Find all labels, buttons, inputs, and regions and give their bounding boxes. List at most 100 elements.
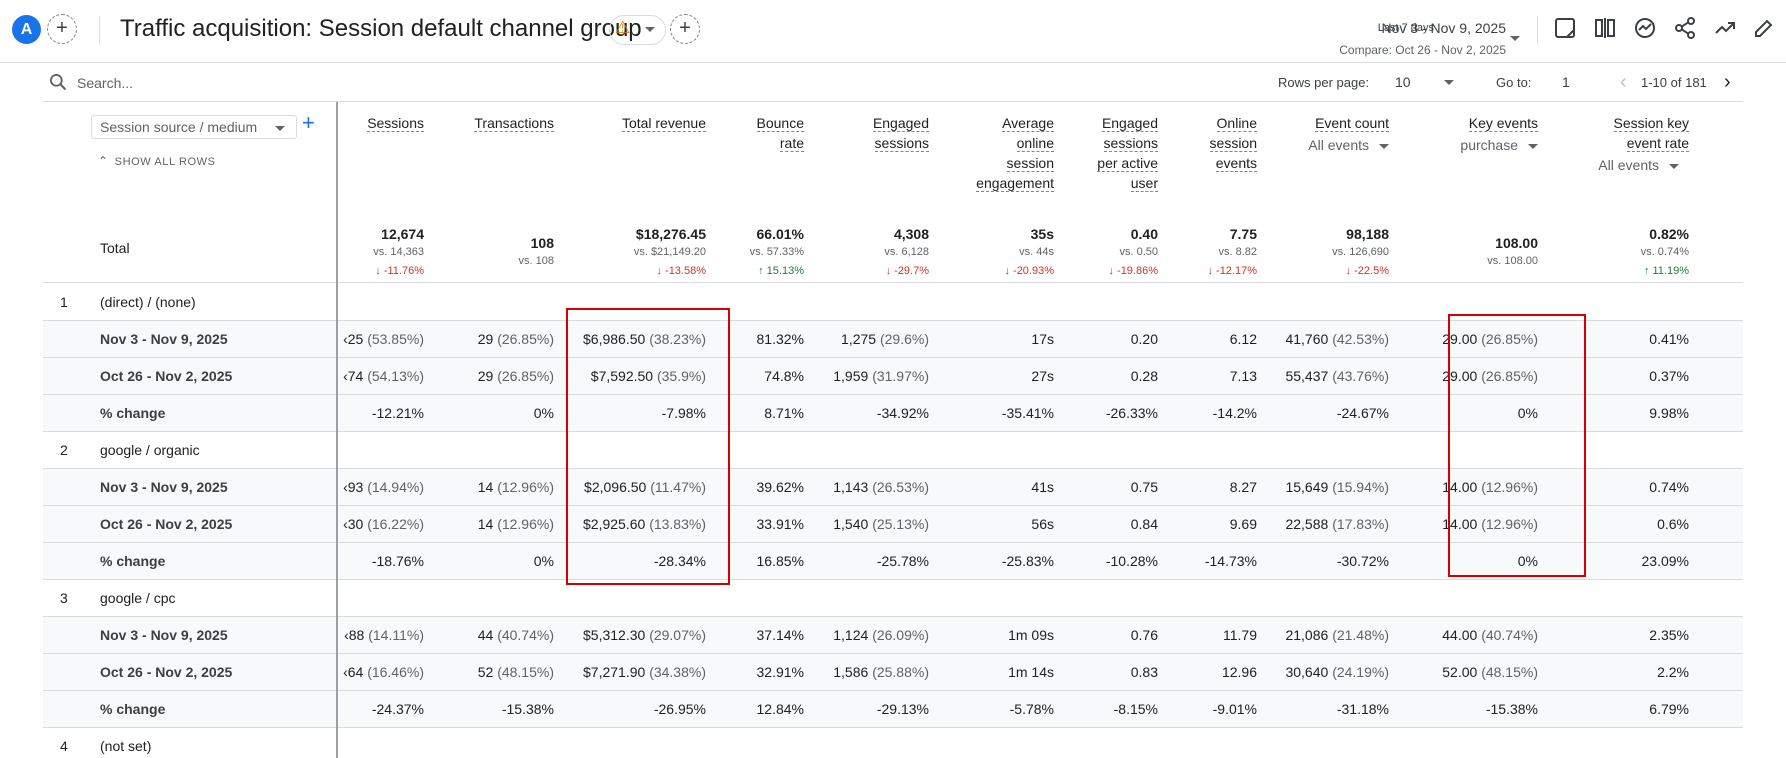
column-header-online-session-events[interactable]: Online session events bbox=[1209, 115, 1257, 172]
chevron-down-icon bbox=[645, 27, 655, 32]
total-cell: 108 vs. 108 bbox=[518, 235, 554, 267]
table-row[interactable]: % change -12.21% 0% -7.98% 8.71% -34.92% -35.4… bbox=[43, 395, 1743, 432]
metric-filter-select[interactable]: purchase bbox=[1408, 135, 1538, 155]
column-header-engaged-sessions[interactable]: Engaged sessions bbox=[872, 115, 929, 152]
chevron-down-icon[interactable] bbox=[1444, 80, 1454, 85]
table-row-group[interactable]: 3 google / cpc bbox=[43, 580, 1743, 617]
table-cell: 1,586 (25.88%) bbox=[833, 664, 929, 680]
table-cell: 29 (26.85%) bbox=[477, 331, 554, 347]
table-cell: 16.85% bbox=[756, 553, 804, 569]
table-row[interactable]: Nov 3 - Nov 9, 2025 ‹93 (14.94%) 14 (12.96… bbox=[43, 469, 1743, 506]
highlight-box-key-events bbox=[1448, 314, 1586, 577]
column-header-engaged-sessions-per-active-user[interactable]: Engaged sessions per active user bbox=[1097, 115, 1158, 192]
column-header-total-revenue[interactable]: Total revenue bbox=[621, 115, 706, 132]
metric-filter-select[interactable]: All events bbox=[1259, 135, 1389, 155]
table-cell: $7,271.90 (34.38%) bbox=[583, 664, 706, 680]
add-filter-button[interactable]: + bbox=[670, 14, 700, 44]
table-cell: -24.37% bbox=[371, 701, 424, 717]
table-cell: -5.78% bbox=[1009, 701, 1054, 717]
search-input[interactable] bbox=[77, 72, 477, 94]
table-cell: 14.00 (12.96%) bbox=[1442, 516, 1538, 532]
table-cell: 0% bbox=[1517, 405, 1538, 421]
next-page-icon[interactable]: › bbox=[1724, 71, 1731, 93]
table-cell: 6.79% bbox=[1649, 701, 1689, 717]
column-header-key-events[interactable]: Key events purchase bbox=[1408, 113, 1538, 155]
table-row-group[interactable]: 2 google / organic bbox=[43, 432, 1743, 469]
row-index: 1 bbox=[60, 294, 68, 310]
edit-icon[interactable] bbox=[1752, 16, 1776, 40]
dimension-select[interactable]: Session source / medium bbox=[91, 115, 297, 139]
row-label: Oct 26 - Nov 2, 2025 bbox=[100, 516, 233, 532]
account-avatar[interactable]: A bbox=[12, 15, 41, 44]
table-cell: 0% bbox=[1517, 553, 1538, 569]
table-cell: 56s bbox=[1031, 516, 1054, 532]
table-toolbar: Rows per page: 10 Go to: 1 ‹ 1-10 of 181… bbox=[43, 64, 1743, 102]
table-cell: -31.18% bbox=[1336, 701, 1389, 717]
expand-icon: ⌃ bbox=[98, 154, 109, 168]
chevron-down-icon bbox=[275, 126, 285, 131]
insights-icon[interactable] bbox=[1633, 16, 1657, 40]
table-row[interactable]: % change -24.37% -15.38% -26.95% 12.84% -29.1… bbox=[43, 691, 1743, 728]
table-cell: 2.35% bbox=[1649, 627, 1689, 643]
table-cell: 6.12 bbox=[1229, 331, 1257, 347]
data-quality-dropdown[interactable]: ⚠ bbox=[609, 15, 666, 45]
table-cell: 1,540 (25.13%) bbox=[833, 516, 929, 532]
table-cell: 0.75 bbox=[1130, 479, 1158, 495]
add-comparison-button[interactable]: + bbox=[47, 14, 77, 44]
rows-per-page-select[interactable]: 10 bbox=[1395, 74, 1411, 90]
chevron-down-icon bbox=[1510, 36, 1520, 41]
table-row-group[interactable]: 4 (not set) bbox=[43, 728, 1743, 758]
column-header-transactions[interactable]: Transactions bbox=[474, 115, 554, 132]
sessions-cell-clip: ‹74 (54.13%) bbox=[339, 358, 428, 395]
row-label: Oct 26 - Nov 2, 2025 bbox=[100, 368, 233, 384]
column-header-event-count[interactable]: Event count All events bbox=[1259, 113, 1389, 155]
goto-input[interactable]: 1 bbox=[1562, 74, 1570, 90]
column-header-bounce-rate[interactable]: Bounce rate bbox=[756, 115, 804, 152]
compare-range-label: Compare: Oct 26 - Nov 2, 2025 bbox=[1339, 43, 1506, 57]
show-all-rows-button[interactable]: ⌃ SHOW ALL ROWS bbox=[98, 154, 216, 168]
share-icon[interactable] bbox=[1673, 16, 1697, 40]
table-row[interactable]: % change -18.76% 0% -28.34% 16.85% -25.78% -25… bbox=[43, 543, 1743, 580]
table-cell: 33.91% bbox=[756, 516, 804, 532]
table-row[interactable]: Oct 26 - Nov 2, 2025 ‹64 (16.46%) 52 (48.1… bbox=[43, 654, 1743, 691]
table-cell: 8.71% bbox=[764, 405, 804, 421]
table-cell: $2,096.50 (11.47%) bbox=[584, 479, 706, 495]
warning-icon: ⚠ bbox=[615, 18, 631, 37]
trend-icon[interactable] bbox=[1713, 16, 1737, 40]
column-header-sessions[interactable]: Sessions bbox=[367, 115, 424, 132]
row-label: % change bbox=[100, 701, 166, 717]
table-cell: 7.13 bbox=[1229, 368, 1257, 384]
table-row[interactable]: Nov 3 - Nov 9, 2025 ‹25 (53.85%) 29 (26.85… bbox=[43, 321, 1743, 358]
customize-report-icon[interactable] bbox=[1553, 16, 1577, 40]
compare-icon[interactable] bbox=[1593, 16, 1617, 40]
table-cell: 0.6% bbox=[1657, 516, 1689, 532]
table-cell: 37.14% bbox=[756, 627, 804, 643]
total-cell: 0.40 vs. 0.50 ↓ -19.86% bbox=[1108, 226, 1158, 277]
add-dimension-button[interactable]: + bbox=[302, 110, 315, 135]
table-cell: -35.41% bbox=[1001, 405, 1054, 421]
column-header-session-key-event-rate[interactable]: Session key event rate All events bbox=[1559, 113, 1689, 175]
table-cell: 0.76 bbox=[1130, 627, 1158, 643]
table-cell: -14.2% bbox=[1212, 405, 1257, 421]
table-row[interactable]: Oct 26 - Nov 2, 2025 ‹74 (54.13%) 29 (26.8… bbox=[43, 358, 1743, 395]
metric-filter-select[interactable]: All events bbox=[1559, 155, 1679, 175]
table-row-group[interactable]: 1 (direct) / (none) bbox=[43, 284, 1743, 321]
column-header-average-online-session-engagement[interactable]: Average online session engagement bbox=[976, 115, 1054, 192]
table-row[interactable]: Oct 26 - Nov 2, 2025 ‹30 (16.22%) 14 (12.9… bbox=[43, 506, 1743, 543]
table-row[interactable]: Nov 3 - Nov 9, 2025 ‹88 (14.11%) 44 (40.74… bbox=[43, 617, 1743, 654]
table-cell: 15,649 (15.94%) bbox=[1285, 479, 1389, 495]
table-cell: -24.67% bbox=[1336, 405, 1389, 421]
table-cell: 23.09% bbox=[1641, 553, 1689, 569]
previous-page-icon[interactable]: ‹ bbox=[1620, 71, 1627, 93]
table-cell: -7.98% bbox=[661, 405, 706, 421]
sessions-cell-clip: -12.21% bbox=[339, 395, 428, 432]
show-all-rows-label: SHOW ALL ROWS bbox=[114, 156, 216, 168]
table-cell: 29 (26.85%) bbox=[477, 368, 554, 384]
table-cell: 1m 14s bbox=[1008, 664, 1054, 680]
table-cell: ‹88 (14.11%) bbox=[344, 627, 424, 643]
table-cell: 41,760 (42.53%) bbox=[1285, 331, 1389, 347]
table-cell: 14 (12.96%) bbox=[477, 479, 554, 495]
date-range-picker[interactable]: Last 7 days Nov 3 - Nov 9, 2025 Compare:… bbox=[1290, 18, 1522, 60]
date-preset-label: Last 7 days bbox=[1377, 22, 1434, 34]
table-cell: 44 (40.74%) bbox=[477, 627, 554, 643]
